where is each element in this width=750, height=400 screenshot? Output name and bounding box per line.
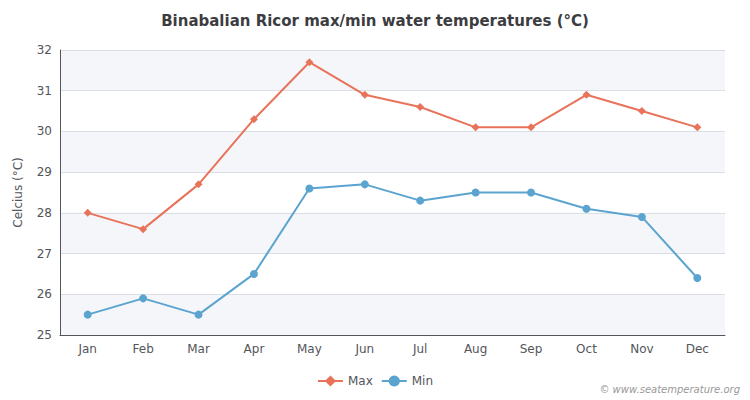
svg-text:© www.seatemperature.org: © www.seatemperature.org bbox=[599, 384, 740, 395]
svg-text:Nov: Nov bbox=[630, 342, 653, 356]
svg-text:26: 26 bbox=[37, 287, 52, 301]
svg-text:Jun: Jun bbox=[354, 342, 374, 356]
svg-text:29: 29 bbox=[37, 165, 52, 179]
svg-text:Aug: Aug bbox=[464, 342, 487, 356]
svg-text:30: 30 bbox=[37, 124, 52, 138]
svg-text:Max: Max bbox=[348, 374, 373, 388]
svg-text:May: May bbox=[297, 342, 322, 356]
svg-text:31: 31 bbox=[37, 84, 52, 98]
svg-text:Apr: Apr bbox=[244, 342, 265, 356]
svg-text:Mar: Mar bbox=[187, 342, 210, 356]
svg-text:Jul: Jul bbox=[412, 342, 427, 356]
svg-text:32: 32 bbox=[37, 43, 52, 57]
svg-text:Jan: Jan bbox=[77, 342, 97, 356]
svg-text:Dec: Dec bbox=[686, 342, 709, 356]
svg-text:Sep: Sep bbox=[520, 342, 543, 356]
svg-text:28: 28 bbox=[37, 206, 52, 220]
svg-text:Feb: Feb bbox=[133, 342, 154, 356]
svg-text:Binabalian Ricor max/min water: Binabalian Ricor max/min water temperatu… bbox=[161, 12, 589, 30]
svg-text:Oct: Oct bbox=[576, 342, 597, 356]
svg-text:Celcius (°C): Celcius (°C) bbox=[11, 157, 25, 227]
svg-text:25: 25 bbox=[37, 328, 52, 342]
svg-text:Min: Min bbox=[412, 374, 433, 388]
svg-text:27: 27 bbox=[37, 247, 52, 261]
